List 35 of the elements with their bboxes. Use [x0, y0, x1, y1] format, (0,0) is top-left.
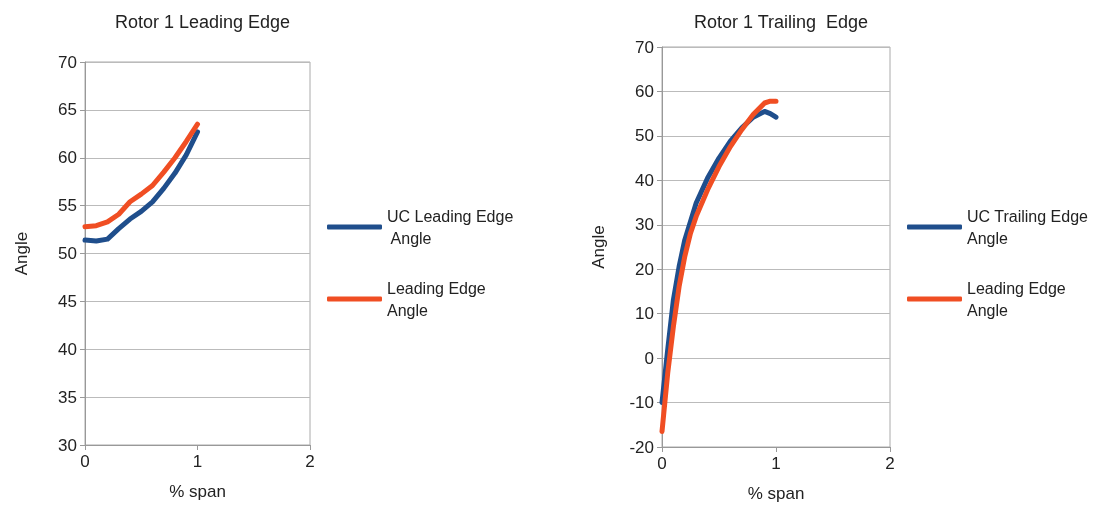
y-tick-label: 65: [58, 100, 77, 120]
y-tick-label: 50: [635, 126, 654, 146]
x-tick-label: 1: [192, 452, 203, 471]
y-tick-label: 70: [58, 52, 77, 72]
x-tick-label: 0: [657, 454, 667, 473]
y-tick-label: 60: [58, 148, 77, 168]
legend-label: Leading Edge Angle: [967, 279, 1071, 319]
chart-title: Rotor 1 Leading Edge: [114, 12, 291, 32]
y-tick-label: 30: [58, 435, 77, 455]
y-axis-title: Angle: [589, 225, 608, 269]
y-tick-label: -20: [629, 437, 654, 457]
y-tick-label: -10: [629, 393, 654, 413]
y-tick-label: 70: [635, 37, 654, 57]
x-axis-title: % span: [747, 484, 805, 503]
x-tick-label: 1: [771, 454, 781, 473]
legend-label: UC Leading Edge Angle: [387, 207, 514, 247]
y-tick-label: 0: [644, 348, 654, 368]
y-tick-label: 60: [635, 81, 654, 101]
x-tick-label: 2: [305, 452, 315, 471]
legend-label: UC Trailing Edge Angle: [967, 207, 1093, 247]
x-tick-label: 2: [885, 454, 895, 473]
y-tick-label: 10: [635, 304, 654, 324]
y-axis-title: Angle: [12, 231, 31, 276]
y-tick-label: 40: [635, 170, 654, 190]
y-tick-label: 30: [635, 215, 654, 235]
y-tick-label: 40: [58, 339, 77, 359]
y-tick-label: 45: [58, 291, 77, 311]
y-tick-label: 35: [58, 387, 77, 407]
chart-title: Rotor 1 Trailing Edge: [693, 12, 869, 32]
x-tick-label: 0: [80, 452, 90, 471]
y-tick-label: 55: [58, 196, 77, 216]
y-tick-label: 20: [635, 259, 654, 279]
x-axis-title: % span: [169, 482, 226, 501]
y-tick-label: 50: [58, 244, 77, 263]
legend-label: Leading Edge Angle: [387, 279, 491, 319]
